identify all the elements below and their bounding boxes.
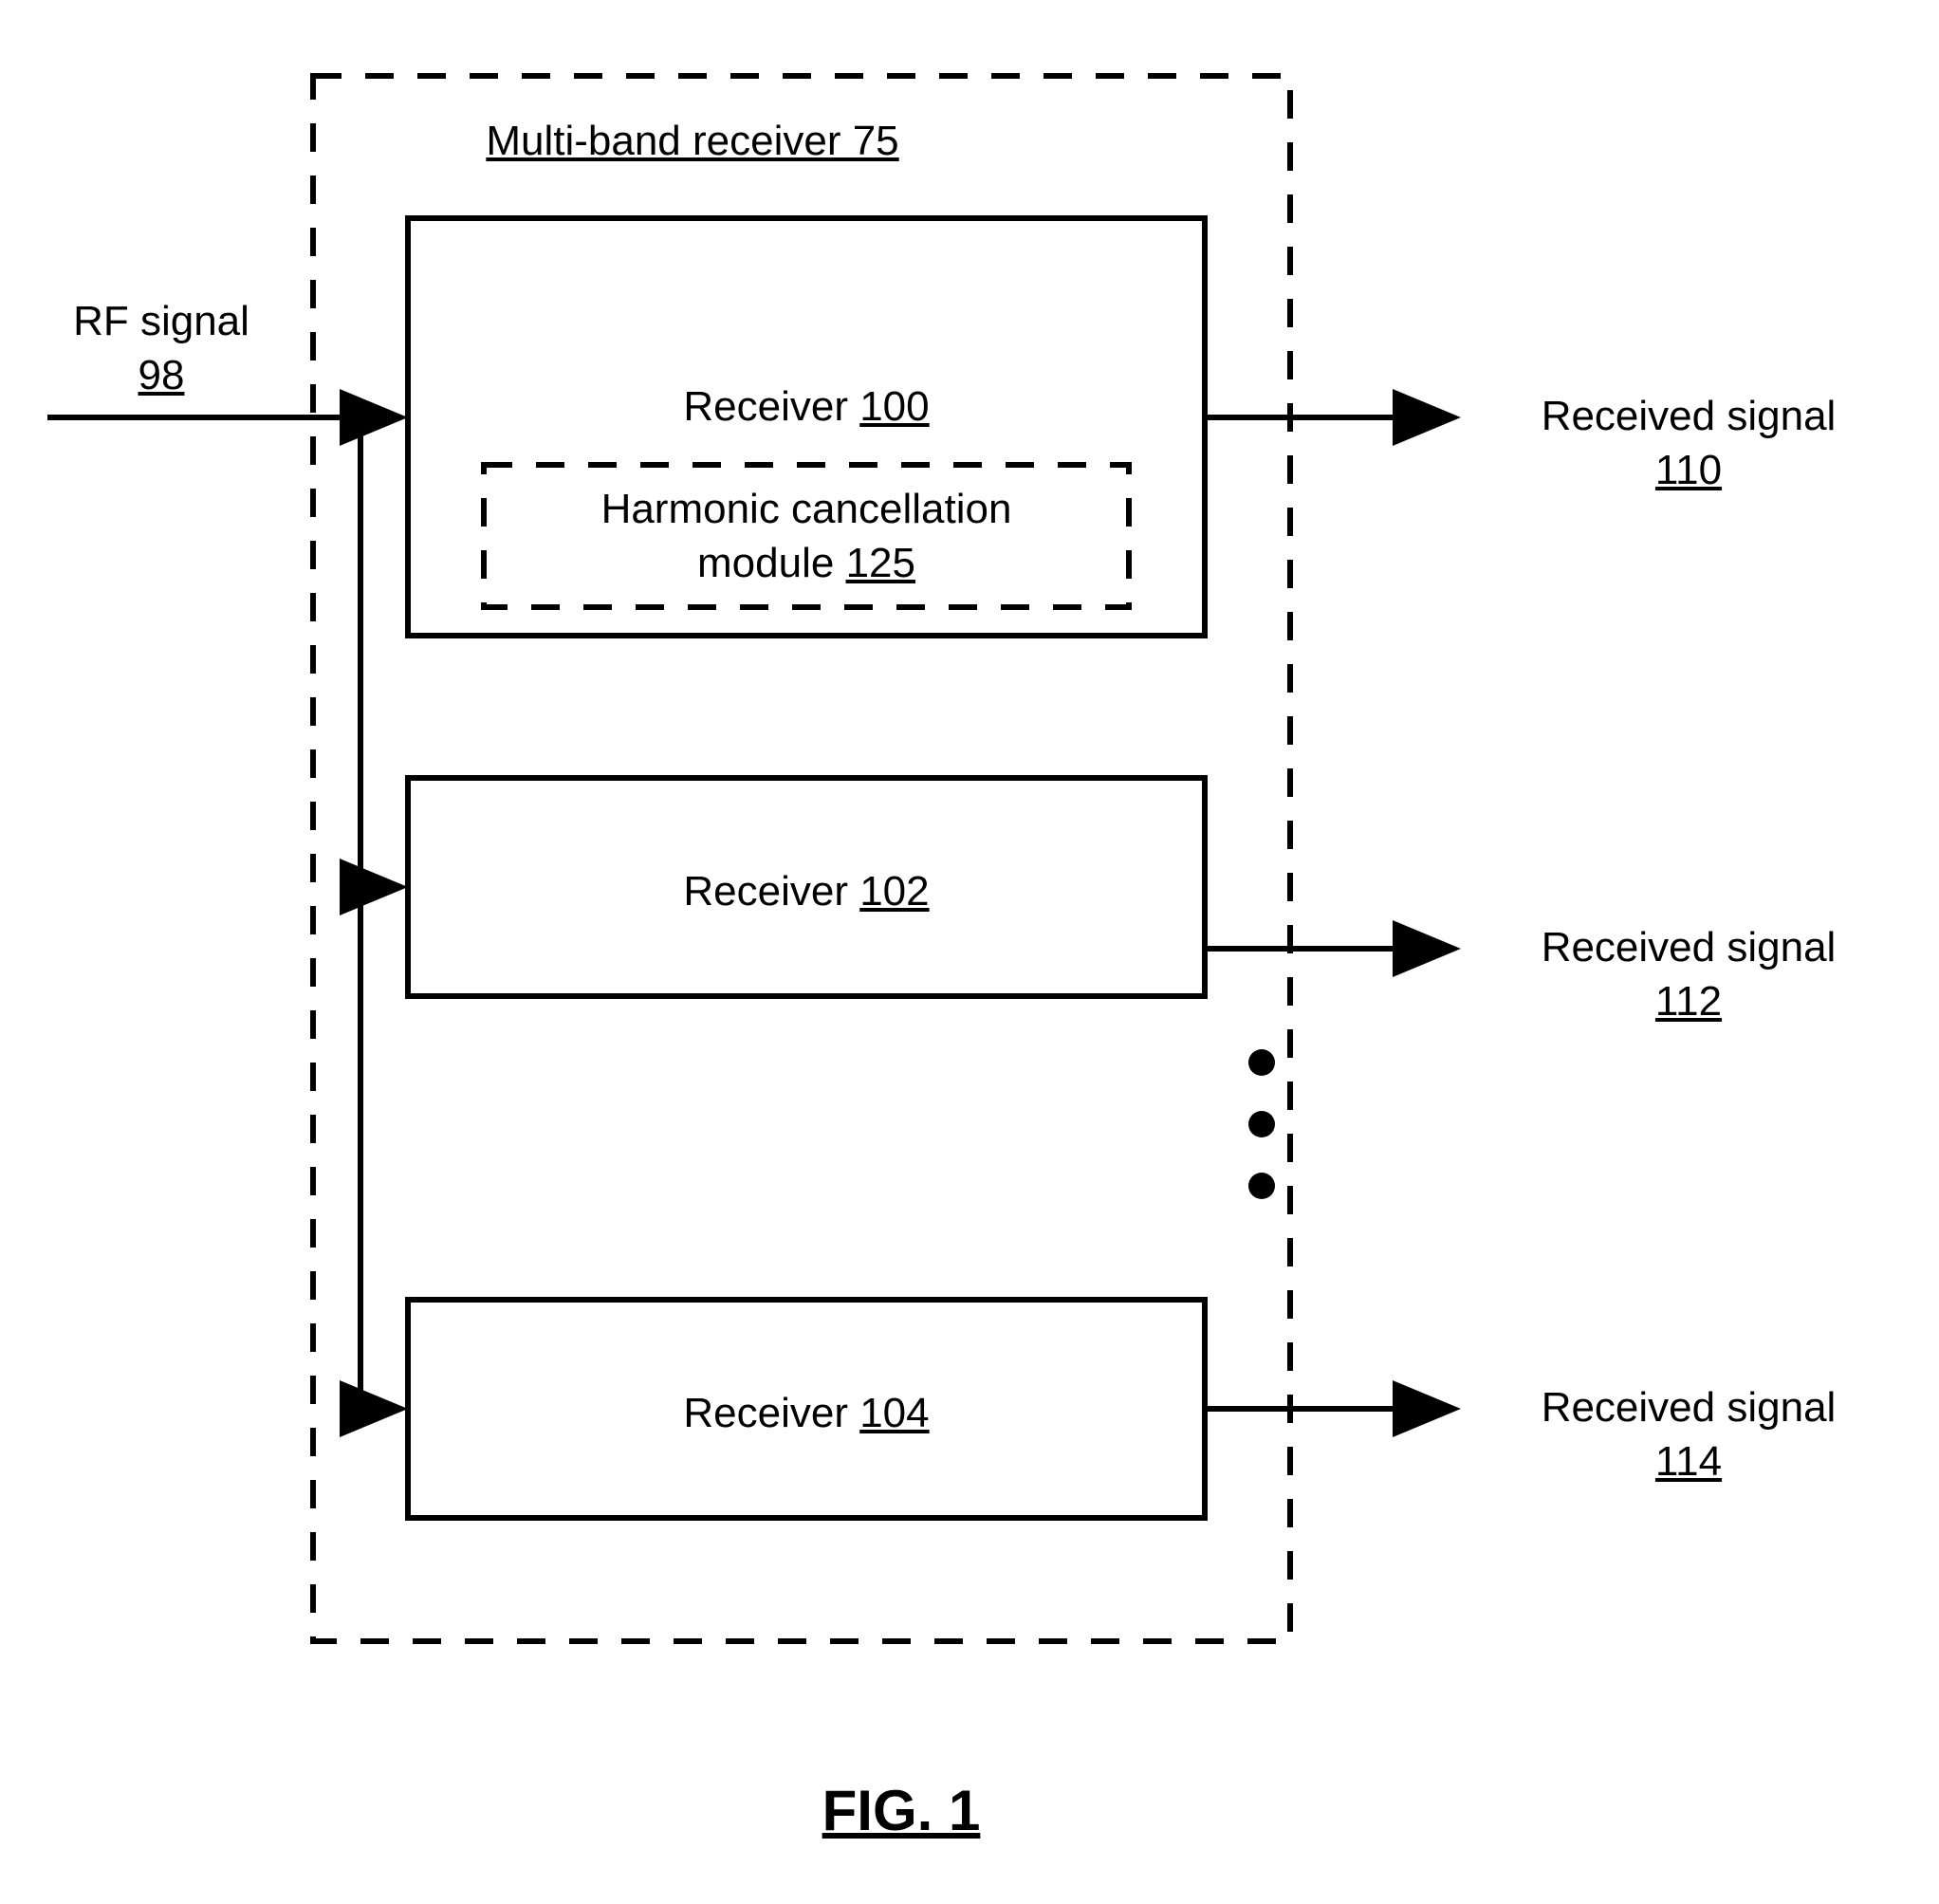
figure-label: FIG. 1 xyxy=(759,1774,1043,1848)
harmonic-module-label: Harmonic cancellationmodule 125 xyxy=(484,482,1129,590)
output-label-110: Received signal110 xyxy=(1499,389,1878,497)
receiver-label-102: Receiver 102 xyxy=(408,864,1205,918)
receiver-label-104: Receiver 104 xyxy=(408,1386,1205,1440)
output-label-112: Received signal112 xyxy=(1499,920,1878,1028)
container-title: Multi-band receiver 75 xyxy=(427,114,958,168)
receiver-label-100: Receiver 100 xyxy=(408,379,1205,434)
output-label-114: Received signal114 xyxy=(1499,1380,1878,1488)
input-label: RF signal98 xyxy=(57,294,266,402)
